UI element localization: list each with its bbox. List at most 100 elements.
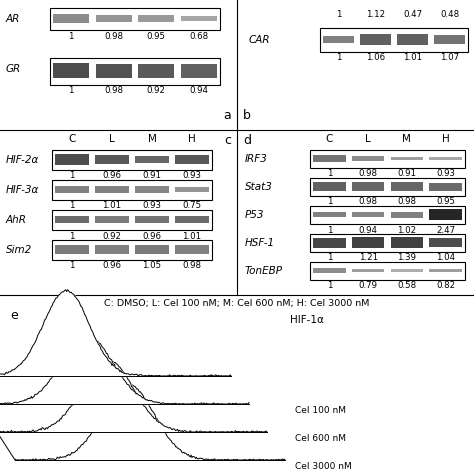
Bar	[135, 245, 169, 254]
Bar	[391, 211, 423, 218]
Bar	[310, 262, 465, 280]
Text: 1.04: 1.04	[436, 254, 455, 263]
Text: CAR: CAR	[249, 35, 271, 45]
Text: M: M	[402, 134, 411, 144]
Text: 1.06: 1.06	[366, 53, 385, 62]
Bar	[52, 240, 212, 260]
Text: C: C	[68, 134, 76, 144]
Text: 1: 1	[69, 201, 75, 210]
Bar	[138, 64, 174, 78]
Bar	[391, 269, 423, 272]
Text: H: H	[442, 134, 449, 144]
Bar	[50, 58, 220, 85]
Bar	[429, 209, 462, 220]
Bar	[434, 35, 465, 44]
Bar	[313, 237, 346, 247]
Bar	[55, 216, 89, 223]
Text: 0.79: 0.79	[359, 282, 378, 291]
Text: 1: 1	[69, 172, 75, 181]
Bar	[52, 150, 212, 170]
Text: C: C	[326, 134, 333, 144]
Text: 0.95: 0.95	[147, 31, 166, 40]
Bar	[175, 216, 209, 223]
Text: H: H	[188, 134, 196, 144]
Bar	[52, 180, 212, 200]
Text: 0.98: 0.98	[182, 262, 201, 271]
Bar	[50, 8, 220, 30]
Bar	[55, 154, 89, 165]
Text: P53: P53	[245, 210, 264, 220]
Text: 2.47: 2.47	[436, 226, 455, 235]
Text: 1.07: 1.07	[440, 53, 459, 62]
Text: 0.98: 0.98	[104, 31, 123, 40]
Text: AR: AR	[6, 14, 20, 24]
Text: 1: 1	[327, 226, 332, 235]
Text: IRF3: IRF3	[245, 154, 268, 164]
Text: HIF-1α: HIF-1α	[290, 315, 324, 325]
Bar	[181, 16, 217, 21]
Text: 0.92: 0.92	[102, 231, 121, 240]
Text: c: c	[224, 134, 231, 147]
Text: 1.12: 1.12	[366, 10, 385, 19]
Bar	[429, 269, 462, 272]
Text: 1: 1	[69, 31, 74, 40]
Bar	[352, 269, 384, 272]
Bar	[175, 187, 209, 192]
Text: 0.93: 0.93	[436, 170, 455, 179]
Bar	[135, 155, 169, 164]
Bar	[310, 150, 465, 168]
Text: 1.39: 1.39	[397, 254, 416, 263]
Text: 0.96: 0.96	[143, 231, 162, 240]
Text: GR: GR	[6, 64, 21, 74]
Bar	[391, 182, 423, 191]
Bar	[175, 155, 209, 164]
Text: 0.93: 0.93	[182, 172, 201, 181]
Bar	[138, 15, 174, 22]
Bar	[175, 246, 209, 254]
Text: d: d	[243, 134, 251, 147]
Text: 0.96: 0.96	[102, 262, 121, 271]
Text: 1.01: 1.01	[403, 53, 422, 62]
Text: HIF-3α: HIF-3α	[6, 185, 39, 195]
Bar	[391, 157, 423, 160]
Bar	[313, 268, 346, 273]
Text: C: DMSO; L: Cel 100 nM; M: Cel 600 nM; H: Cel 3000 nM: C: DMSO; L: Cel 100 nM; M: Cel 600 nM; H…	[104, 299, 370, 308]
Bar	[54, 14, 89, 23]
Bar	[54, 64, 89, 78]
Bar	[323, 36, 354, 43]
Bar	[313, 182, 346, 191]
Text: AhR: AhR	[6, 215, 27, 225]
Bar	[55, 186, 89, 193]
Text: TonEBP: TonEBP	[245, 266, 283, 276]
Text: Stat3: Stat3	[245, 182, 273, 192]
Bar	[429, 157, 462, 160]
Text: 0.47: 0.47	[403, 10, 422, 19]
Bar	[429, 238, 462, 247]
Text: 1: 1	[336, 53, 341, 62]
Text: e: e	[10, 309, 18, 322]
Text: 0.94: 0.94	[359, 226, 378, 235]
Bar	[429, 182, 462, 191]
Text: 0.91: 0.91	[143, 172, 162, 181]
Text: 0.98: 0.98	[359, 198, 378, 207]
Bar	[352, 182, 384, 191]
Text: b: b	[243, 109, 251, 122]
Bar	[181, 64, 217, 78]
Text: Cel 100 nM: Cel 100 nM	[295, 406, 346, 415]
Text: HSF-1: HSF-1	[245, 238, 275, 248]
Bar	[96, 64, 132, 78]
Text: 1.05: 1.05	[143, 262, 162, 271]
Text: 1: 1	[327, 282, 332, 291]
Bar	[55, 245, 89, 254]
Text: 1.21: 1.21	[358, 254, 378, 263]
Bar	[391, 237, 423, 248]
Text: 1: 1	[69, 231, 75, 240]
Bar	[352, 156, 384, 161]
Text: 0.48: 0.48	[440, 10, 459, 19]
Text: 0.95: 0.95	[436, 198, 455, 207]
Text: 0.98: 0.98	[397, 198, 416, 207]
Bar	[310, 206, 465, 224]
Text: 0.68: 0.68	[189, 31, 208, 40]
Text: 1.02: 1.02	[397, 226, 417, 235]
Bar	[320, 28, 468, 52]
